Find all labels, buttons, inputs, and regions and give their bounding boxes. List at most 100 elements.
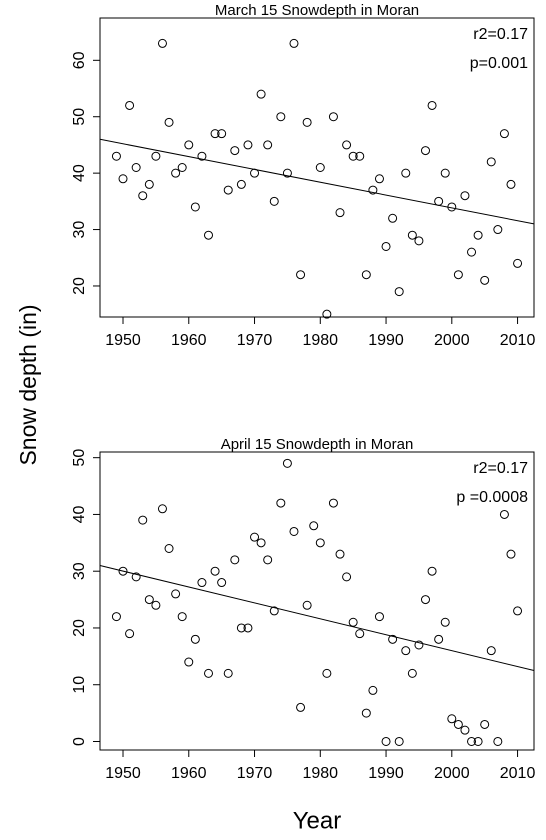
point: [125, 629, 135, 639]
point: [144, 595, 154, 605]
point: [151, 600, 161, 610]
x-tick-label: 2000: [434, 332, 470, 349]
point: [467, 736, 477, 746]
point: [217, 578, 227, 588]
plot-frame: [99, 17, 535, 318]
point: [355, 629, 365, 639]
point: [289, 38, 299, 48]
point: [434, 196, 444, 206]
point: [421, 146, 430, 156]
fit-line: [99, 138, 535, 225]
point: [309, 521, 319, 531]
x-tick-label: 1980: [302, 332, 338, 349]
point: [204, 230, 213, 240]
point: [480, 275, 490, 285]
point: [276, 498, 286, 508]
point: [315, 163, 325, 172]
point: [328, 112, 338, 122]
point: [335, 549, 345, 559]
point: [421, 595, 430, 605]
point: [131, 163, 141, 172]
point: [230, 555, 240, 565]
point: [506, 549, 516, 559]
point: [414, 640, 424, 650]
y-tick-label: 0: [71, 737, 88, 746]
point: [190, 202, 200, 212]
point: [342, 140, 352, 150]
point: [138, 515, 148, 525]
point: [407, 230, 417, 240]
chart-title: March 15 Snowdepth in Moran: [215, 2, 419, 19]
point: [256, 89, 266, 99]
point: [243, 140, 253, 150]
point: [368, 685, 378, 695]
annotation: p=0.001: [470, 55, 528, 72]
point: [381, 736, 391, 746]
point: [434, 634, 444, 644]
point: [361, 270, 371, 280]
x-tick-label: 1950: [105, 332, 141, 349]
point: [473, 736, 483, 746]
point: [263, 555, 273, 565]
point: [388, 213, 398, 223]
point: [513, 606, 523, 616]
point: [342, 572, 352, 582]
point: [486, 646, 496, 656]
y-axis-label: Snow depth (in): [15, 304, 41, 465]
y-tick-label: 10: [71, 676, 88, 694]
point: [250, 168, 260, 178]
x-tick-label: 2010: [500, 765, 536, 782]
y-tick-label: 50: [71, 108, 88, 126]
point: [348, 151, 358, 161]
point: [499, 509, 509, 519]
point: [499, 129, 509, 139]
x-tick-label: 1970: [237, 765, 273, 782]
y-tick-label: 30: [71, 221, 88, 239]
y-tick-label: 40: [71, 505, 88, 523]
y-tick-label: 30: [71, 562, 88, 580]
point: [401, 168, 411, 178]
point: [250, 532, 260, 542]
point: [118, 174, 128, 184]
point: [322, 668, 332, 678]
y-tick-label: 50: [71, 449, 88, 467]
point: [414, 236, 424, 246]
point: [230, 146, 240, 156]
point: [144, 179, 154, 189]
x-tick-label: 1990: [368, 332, 404, 349]
point: [184, 657, 194, 667]
point: [361, 708, 371, 718]
point: [296, 702, 306, 712]
point: [460, 191, 470, 201]
annotation: r2=0.17: [473, 26, 528, 43]
point: [197, 151, 207, 161]
point: [164, 117, 174, 127]
point: [381, 241, 391, 251]
point: [374, 174, 384, 184]
point: [440, 617, 450, 627]
annotation: r2=0.17: [473, 460, 528, 477]
point: [157, 38, 167, 48]
point: [204, 668, 213, 678]
point: [480, 719, 490, 729]
point: [236, 623, 246, 633]
x-tick-label: 1950: [105, 765, 141, 782]
x-tick-label: 1970: [237, 332, 273, 349]
point: [453, 719, 463, 729]
point: [171, 168, 181, 178]
point: [243, 623, 253, 633]
point: [282, 168, 292, 178]
point: [157, 504, 167, 514]
point: [322, 309, 332, 319]
y-tick-label: 40: [71, 164, 88, 182]
point: [125, 100, 135, 110]
annotation: p =0.0008: [456, 489, 528, 506]
point: [460, 725, 470, 735]
point: [236, 179, 246, 189]
point: [513, 258, 523, 268]
point: [197, 578, 207, 588]
plot-frame: [99, 451, 535, 751]
x-tick-label: 2010: [500, 332, 536, 349]
point: [256, 538, 266, 548]
